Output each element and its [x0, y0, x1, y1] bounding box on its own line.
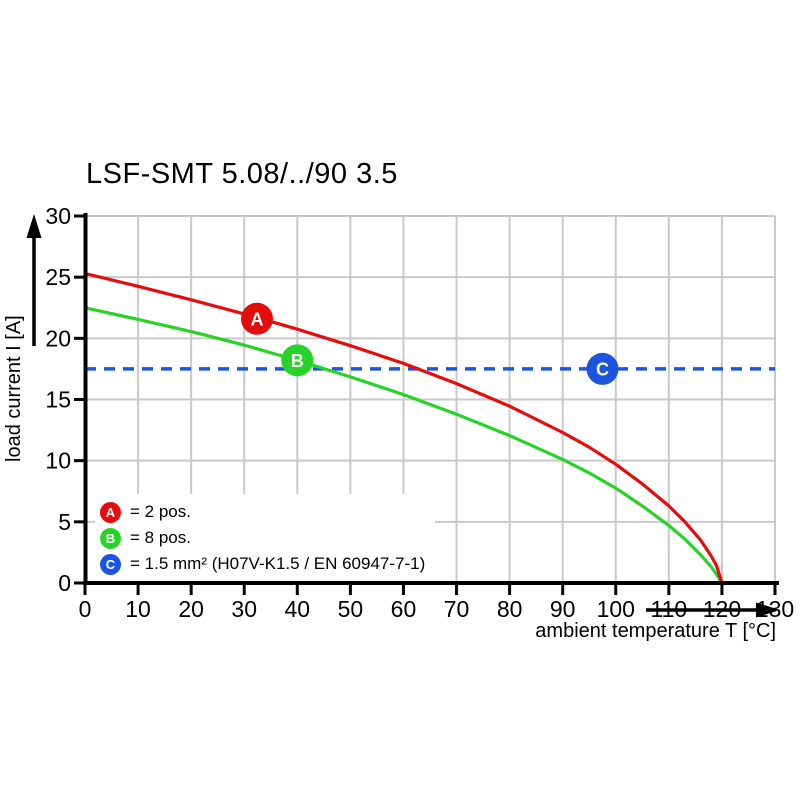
y-tick-label: 30 [45, 203, 71, 229]
x-tick-label: 0 [79, 596, 92, 622]
legend-item-a: A = 2 pos. [100, 499, 425, 525]
legend-item-c: C = 1.5 mm² (H07V-K1.5 / EN 60947-7-1) [100, 551, 425, 577]
legend-text-a: = 2 pos. [130, 502, 191, 521]
y-tick-label: 20 [45, 325, 71, 351]
x-tick-label: 80 [497, 596, 523, 622]
marker-b [281, 344, 314, 377]
y-axis-label: load current I [A] [3, 315, 25, 462]
marker-a-letter: A [250, 309, 263, 329]
x-tick-label: 40 [285, 596, 311, 622]
y-tick-label: 25 [45, 264, 71, 290]
marker-c [586, 352, 619, 385]
x-tick-label: 30 [231, 596, 257, 622]
marker-b-letter: B [291, 351, 304, 371]
x-axis-arrow-icon [646, 602, 780, 618]
marker-c-letter: C [596, 359, 609, 379]
x-axis-label: ambient temperature T [°C] [535, 620, 776, 642]
x-tick-label: 90 [550, 596, 576, 622]
marker-a [240, 302, 273, 335]
x-tick-label: 60 [391, 596, 417, 622]
legend-text-b: = 8 pos. [130, 528, 191, 547]
y-tick-label: 10 [45, 448, 71, 474]
x-tick-label: 100 [597, 596, 635, 622]
x-tick-label: 50 [338, 596, 364, 622]
series-b-badge: B [100, 527, 121, 549]
chart-title: LSF-SMT 5.08/../90 3.5 [86, 158, 398, 190]
x-tick-label: 70 [444, 596, 470, 622]
y-axis-arrow-icon [26, 214, 42, 346]
y-tick-label: 15 [45, 387, 71, 413]
y-tick-label: 0 [58, 570, 71, 596]
x-tick-label: 10 [125, 596, 151, 622]
legend-text-c: = 1.5 mm² (H07V-K1.5 / EN 60947-7-1) [130, 554, 426, 573]
series-c-badge: C [100, 553, 121, 575]
y-tick-label: 5 [58, 509, 71, 535]
series-b-curve [84, 306, 724, 584]
x-tick-label: 20 [178, 596, 204, 622]
chart-legend: A = 2 pos. B = 8 pos. C = 1.5 mm² (H07V-… [95, 494, 436, 581]
legend-item-b: B = 8 pos. [100, 525, 425, 551]
series-a-badge: A [100, 501, 121, 523]
